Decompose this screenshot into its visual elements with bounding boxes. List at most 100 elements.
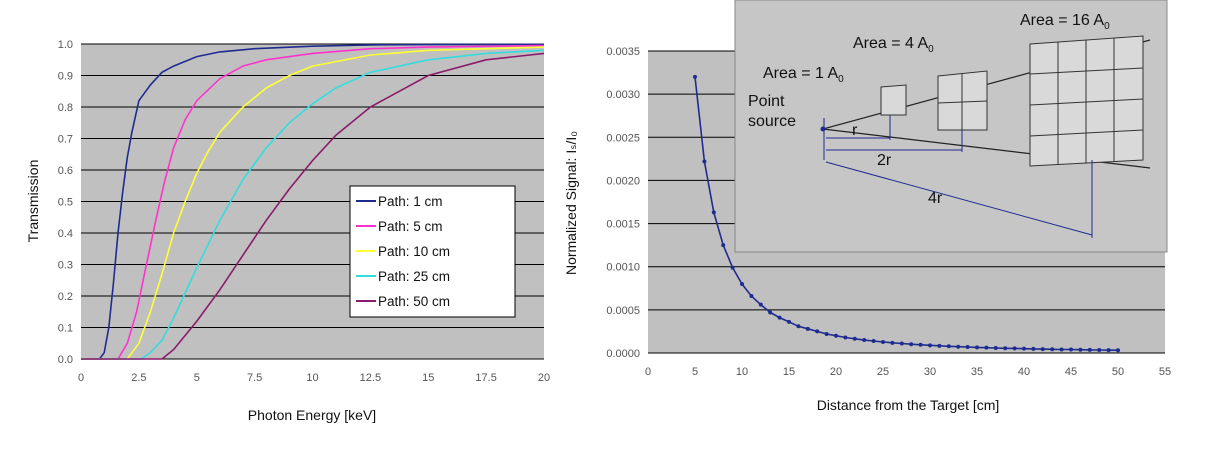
data-point: [824, 332, 829, 337]
data-point: [805, 326, 810, 331]
point-source-dot: [820, 126, 826, 132]
data-point: [956, 344, 961, 349]
series-line-4: [81, 49, 545, 360]
y-tick-label: 0.0005: [606, 305, 640, 317]
signal-y-axis-title-text: Normalized Signal: Iₛ/I₀: [563, 131, 579, 275]
data-point: [1040, 347, 1045, 352]
series-line-1: [81, 43, 545, 360]
y-tick-label: 0.0030: [606, 89, 640, 101]
data-point: [1022, 346, 1026, 351]
data-point: [918, 342, 923, 347]
point-label: Point: [748, 93, 785, 110]
x-tick-label: 55: [1159, 366, 1171, 378]
transmission-y-axis-title: Transmission: [25, 160, 41, 243]
legend-entry: Path: 25 cm: [378, 269, 450, 284]
y-tick-label: 0.0010: [606, 262, 640, 274]
data-point: [852, 336, 857, 341]
source-label: source: [748, 113, 796, 130]
x-tick-label: 10: [306, 372, 318, 384]
data-point: [1031, 346, 1036, 351]
data-point: [796, 324, 801, 329]
x-tick-label: 12.5: [360, 372, 381, 384]
x-tick-label: 0: [645, 366, 651, 378]
y-tick-label: 0.4: [58, 228, 73, 240]
data-point: [787, 319, 791, 324]
data-point: [965, 345, 970, 350]
x-tick-label: 17.5: [475, 372, 496, 384]
area-16-label: Area = 16 A0: [1020, 12, 1110, 32]
data-point: [730, 265, 735, 270]
x-tick-label: 7.5: [247, 372, 262, 384]
area-1-grid: [880, 84, 907, 116]
y-tick-label: 0.3: [58, 260, 73, 272]
data-point: [843, 335, 848, 340]
data-point: [1097, 347, 1102, 352]
data-point: [984, 345, 989, 350]
data-point: [1078, 347, 1083, 352]
x-tick-label: 20: [830, 366, 842, 378]
area-4-grid: [937, 70, 988, 131]
y-tick-label: 0.2: [58, 291, 73, 303]
y-tick-label: 0.8: [58, 102, 73, 114]
area-16-grid: [1029, 35, 1144, 167]
2r-label: 2r: [877, 152, 892, 169]
x-tick-label: 25: [877, 366, 889, 378]
data-point: [1003, 346, 1008, 351]
data-point: [871, 339, 876, 344]
data-point: [834, 333, 838, 338]
x-tick-label: 5: [194, 372, 200, 384]
inverse-square-diagram: Area = 1 A0 Area = 4 A0 Area = 16 A0 Poi…: [734, 0, 1168, 253]
y-tick-label: 0.0035: [606, 46, 640, 58]
data-point: [758, 302, 763, 307]
data-point: [1106, 348, 1111, 353]
distance-markers: [823, 115, 1093, 238]
transmission-chart: 0.0 0.1 0.2 0.3 0.4 0.5 0.6 0.7 0.8 0.9 1.0 0 2.5 5 7…: [25, 39, 550, 423]
series-line-3: [81, 46, 545, 360]
y-tick-label: 0.6: [58, 165, 73, 177]
y-tick-label: 0.0: [58, 354, 73, 366]
x-tick-label: 30: [924, 366, 936, 378]
data-point: [711, 210, 716, 215]
y-tick-label: 0.7: [58, 134, 73, 146]
x-tick-label: 45: [1065, 366, 1077, 378]
x-tick-label: 50: [1112, 366, 1124, 378]
signal-x-tick-labels: 0 5 10 15 20 25 30 35 40 45 50 55: [645, 366, 1171, 378]
legend-entry: Path: 10 cm: [378, 244, 450, 259]
x-tick-label: 15: [422, 372, 434, 384]
legend-entry: Path: 1 cm: [378, 194, 443, 209]
data-point: [928, 343, 932, 348]
signal-series: [693, 74, 1120, 353]
area-4-label: Area = 4 A0: [853, 35, 934, 55]
transmission-x-tick-labels: 0 2.5 5 7.5 10 12.5 15 17.5 20: [78, 372, 550, 384]
x-tick-label: 2.5: [131, 372, 146, 384]
data-point: [890, 340, 895, 345]
x-tick-label: 0: [78, 372, 84, 384]
data-point: [937, 343, 942, 348]
y-tick-label: 0.1: [58, 323, 73, 335]
x-tick-label: 5: [692, 366, 698, 378]
x-tick-label: 15: [783, 366, 795, 378]
legend-entry: Path: 5 cm: [378, 219, 443, 234]
data-point: [1087, 347, 1092, 352]
signal-y-axis-title: Normalized Signal: Iₛ/I₀: [563, 131, 579, 275]
transmission-x-axis-title: Photon Energy [keV]: [248, 407, 376, 423]
y-tick-label: 1.0: [58, 39, 73, 51]
data-point: [881, 339, 885, 344]
data-point: [721, 243, 726, 248]
y-tick-label: 0.5: [58, 197, 73, 209]
area-1-label: Area = 1 A0: [763, 65, 844, 85]
data-point: [1050, 347, 1055, 352]
r-label: r: [852, 122, 858, 139]
x-tick-label: 10: [736, 366, 748, 378]
transmission-legend: Path: 1 cm Path: 5 cm Path: 10 cm Path: 25 …: [349, 185, 516, 318]
series-line-5: [81, 52, 545, 360]
signal-y-tick-labels: 0.0000 0.0005 0.0010 0.0015 0.0020 0.0025 0.00…: [606, 46, 640, 360]
data-point: [862, 338, 867, 343]
data-point: [693, 74, 697, 79]
data-point: [993, 345, 998, 350]
data-point: [749, 294, 754, 299]
x-tick-label: 40: [1018, 366, 1030, 378]
y-tick-label: 0.0015: [606, 219, 640, 231]
y-tick-label: 0.0025: [606, 132, 640, 144]
